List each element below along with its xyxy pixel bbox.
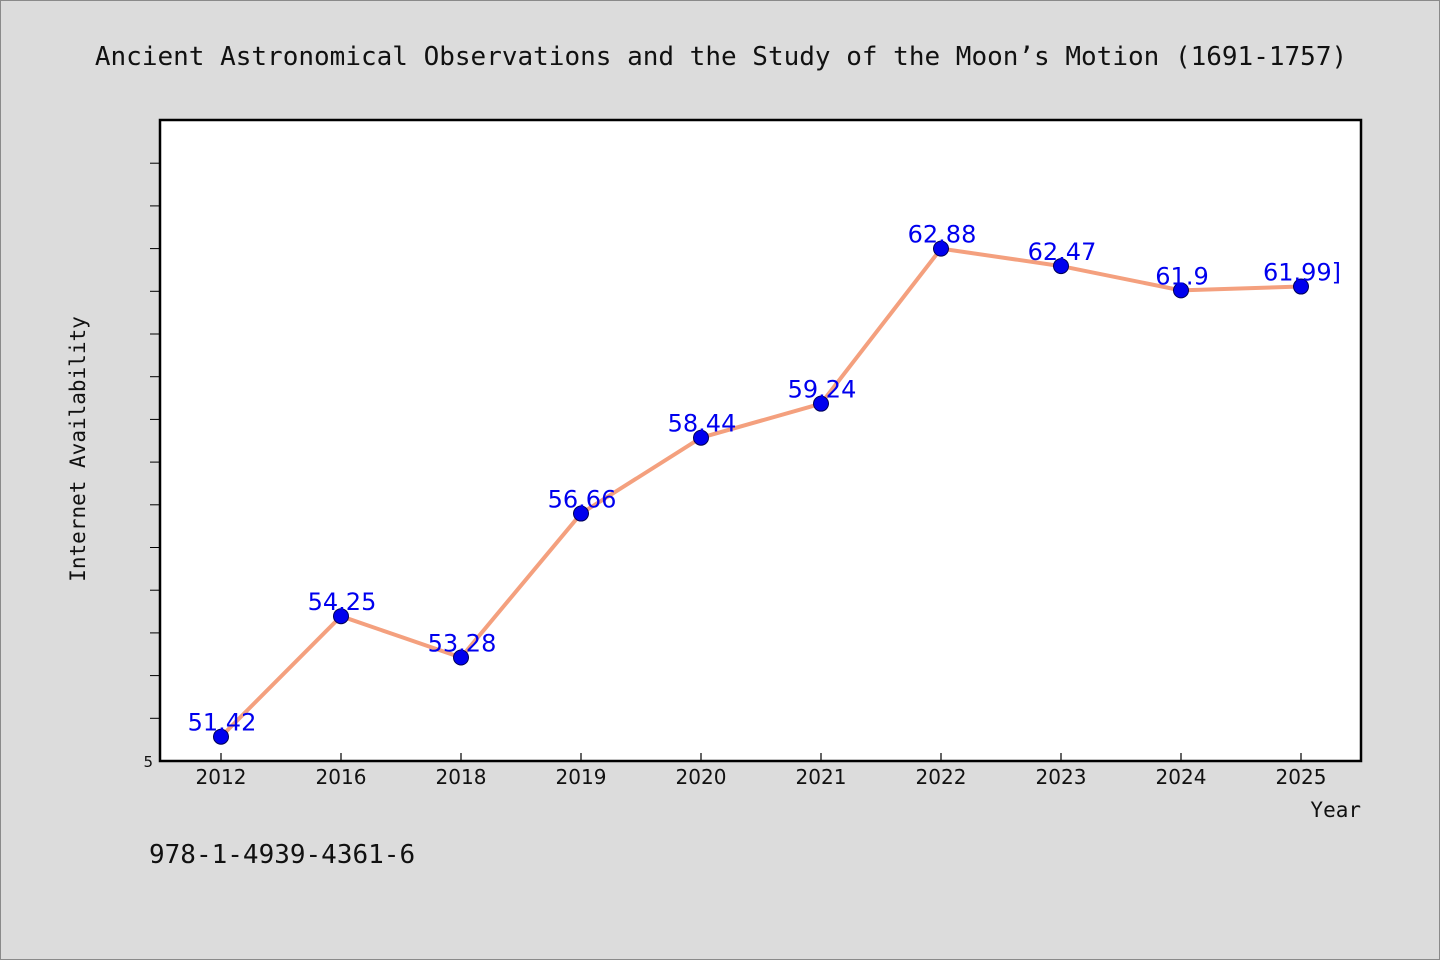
- x-tick-label: 2016: [316, 765, 367, 789]
- x-tick-label: 2020: [676, 765, 727, 789]
- data-point: [1293, 278, 1309, 295]
- isbn-footer: 978-1-4939-4361-6: [149, 840, 415, 870]
- data-label: 51.42: [188, 709, 257, 737]
- data-label: 62.88: [908, 221, 977, 249]
- x-tick-label: 2022: [916, 765, 967, 789]
- data-point: [213, 728, 229, 745]
- data-point: [933, 240, 949, 257]
- data-point: [453, 649, 469, 666]
- data-label: 61.9: [1155, 262, 1208, 290]
- data-label: 56.66: [548, 486, 617, 514]
- x-tick-label: 2019: [556, 765, 607, 789]
- data-label: 62.47: [1028, 238, 1097, 266]
- series-1: [213, 240, 1309, 745]
- data-labels: 51.42 54.25 53.28 56.66 58.44 59.24 62.88 62.47…: [188, 221, 1341, 737]
- x-tick-label: 2018: [436, 765, 487, 789]
- data-point: [573, 505, 589, 522]
- data-point: [1173, 282, 1189, 299]
- x-axis-label: Year: [1310, 798, 1361, 822]
- data-point: [1053, 258, 1069, 275]
- data-point: [813, 395, 829, 412]
- data-label: 53.28: [428, 630, 497, 658]
- y-tick-label: 5: [143, 753, 153, 771]
- chart-title: Ancient Astronomical Observations and th…: [95, 42, 1347, 72]
- x-tick-label: 2024: [1156, 765, 1207, 789]
- x-tick-label: 2025: [1276, 765, 1327, 789]
- data-label: 61.99]: [1263, 259, 1341, 287]
- data-label: 54.25: [308, 588, 377, 616]
- x-axis-tick-labels: 2012 2016 2018 2019 2020 2021 2022 2023 2024 2025: [196, 765, 1327, 789]
- data-point: [693, 429, 709, 446]
- y-axis-ticks: [150, 162, 160, 719]
- x-axis-ticks: [220, 753, 1302, 761]
- x-tick-label: 2023: [1036, 765, 1087, 789]
- plot-area: [158, 118, 1363, 763]
- data-label: 58.44: [668, 410, 737, 438]
- y-axis-label: Internet Availability: [66, 316, 90, 582]
- series-line: [219, 246, 1303, 739]
- x-tick-label: 2021: [796, 765, 847, 789]
- data-label: 59.24: [788, 376, 857, 404]
- x-tick-label: 2012: [196, 765, 247, 789]
- data-point: [333, 608, 349, 625]
